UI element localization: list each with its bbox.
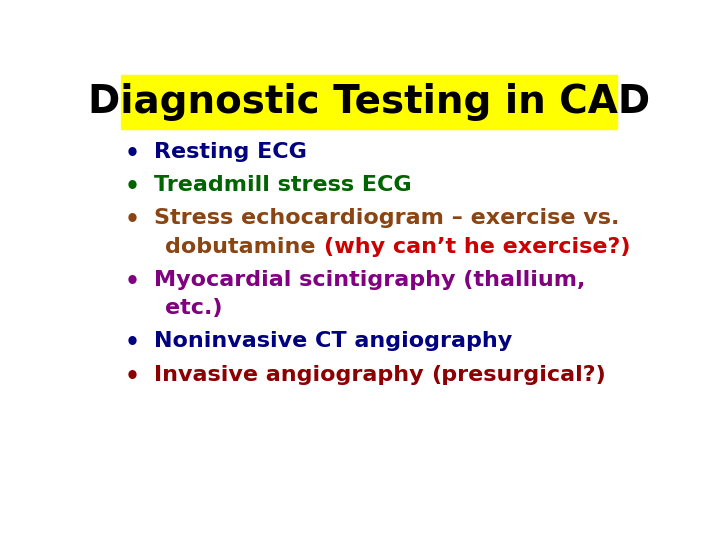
Text: •: • xyxy=(125,141,140,166)
Text: •: • xyxy=(125,270,140,294)
Text: •: • xyxy=(125,364,140,389)
Text: •: • xyxy=(125,175,140,199)
Text: (why can’t he exercise?): (why can’t he exercise?) xyxy=(323,237,630,256)
FancyBboxPatch shape xyxy=(121,75,617,129)
Text: •: • xyxy=(125,208,140,232)
Text: Resting ECG: Resting ECG xyxy=(154,141,307,161)
Text: Myocardial scintigraphy (thallium,: Myocardial scintigraphy (thallium, xyxy=(154,270,585,290)
Text: (presurgical?): (presurgical?) xyxy=(431,364,606,384)
Text: Invasive angiography: Invasive angiography xyxy=(154,364,431,384)
Text: Treadmill stress ECG: Treadmill stress ECG xyxy=(154,175,412,195)
Text: Stress echocardiogram – exercise vs.: Stress echocardiogram – exercise vs. xyxy=(154,208,619,228)
Text: dobutamine: dobutamine xyxy=(166,237,323,256)
Text: etc.): etc.) xyxy=(166,298,222,318)
Text: •: • xyxy=(125,332,140,355)
Text: Noninvasive CT angiography: Noninvasive CT angiography xyxy=(154,332,513,352)
Text: Diagnostic Testing in CAD: Diagnostic Testing in CAD xyxy=(88,83,650,121)
